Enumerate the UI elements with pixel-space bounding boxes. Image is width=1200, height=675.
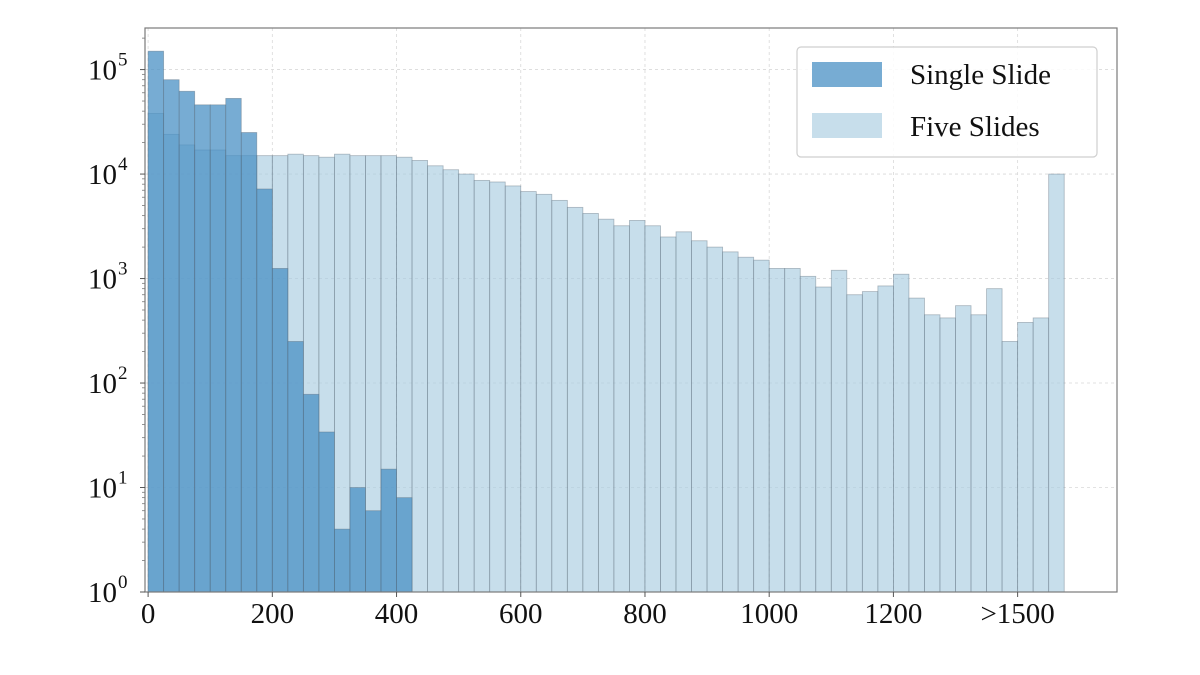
bar-five-slides bbox=[692, 241, 708, 592]
legend: Single Slide Five Slides bbox=[797, 47, 1097, 157]
bar-five-slides bbox=[474, 180, 490, 592]
bar-single-slide bbox=[257, 189, 273, 592]
bar-five-slides bbox=[443, 170, 459, 592]
bar-single-slide bbox=[319, 432, 335, 592]
bar-five-slides bbox=[1033, 318, 1049, 592]
bar-five-slides bbox=[1049, 174, 1065, 592]
bar-single-slide bbox=[179, 91, 195, 592]
y-tick-label: 10 bbox=[88, 264, 117, 296]
legend-label-single-slide: Single Slide bbox=[910, 59, 1051, 91]
bar-five-slides bbox=[987, 289, 1003, 592]
bar-five-slides bbox=[676, 232, 692, 592]
bar-five-slides bbox=[862, 292, 878, 592]
x-tick-label: 1000 bbox=[740, 598, 798, 630]
bar-five-slides bbox=[971, 315, 987, 592]
bar-five-slides bbox=[940, 318, 956, 592]
bar-five-slides bbox=[614, 226, 630, 592]
x-tick-label: 800 bbox=[623, 598, 667, 630]
bar-five-slides bbox=[893, 274, 909, 592]
bar-five-slides bbox=[909, 298, 925, 592]
legend-swatch-single-slide bbox=[812, 62, 882, 87]
y-tick-exponent: 0 bbox=[118, 572, 128, 593]
bar-single-slide bbox=[272, 268, 288, 592]
y-tick-exponent: 4 bbox=[118, 154, 128, 175]
bar-single-slide bbox=[226, 98, 242, 592]
legend-swatch-five-slides bbox=[812, 113, 882, 138]
y-tick-exponent: 1 bbox=[118, 468, 128, 489]
x-tick-label: 1200 bbox=[864, 598, 922, 630]
y-tick-label: 10 bbox=[88, 159, 117, 191]
bar-five-slides bbox=[428, 166, 444, 592]
y-tick-base: 10 bbox=[88, 264, 117, 296]
x-tick-label: 200 bbox=[251, 598, 295, 630]
bar-five-slides bbox=[956, 306, 972, 592]
bar-five-slides bbox=[831, 270, 847, 592]
y-tick-exponent: 2 bbox=[118, 363, 128, 384]
y-tick-label: 10 bbox=[88, 577, 117, 609]
y-tick-label: 10 bbox=[88, 55, 117, 87]
y-tick-base: 10 bbox=[88, 577, 117, 609]
bar-five-slides bbox=[567, 207, 583, 592]
bar-five-slides bbox=[552, 200, 568, 592]
x-tick-label: 400 bbox=[375, 598, 419, 630]
bar-five-slides bbox=[1018, 322, 1034, 592]
bar-five-slides bbox=[723, 252, 739, 592]
bar-single-slide bbox=[148, 51, 164, 592]
y-tick-base: 10 bbox=[88, 55, 117, 87]
legend-label-five-slides: Five Slides bbox=[910, 111, 1040, 143]
bar-five-slides bbox=[1002, 341, 1018, 592]
bar-single-slide bbox=[303, 394, 319, 592]
bar-single-slide bbox=[241, 132, 257, 592]
bar-five-slides bbox=[754, 260, 770, 592]
bar-five-slides bbox=[536, 194, 552, 592]
bar-five-slides bbox=[878, 286, 894, 592]
bar-five-slides bbox=[800, 276, 816, 592]
bar-five-slides bbox=[629, 220, 645, 592]
bar-five-slides bbox=[412, 160, 428, 592]
y-tick-base: 10 bbox=[88, 368, 117, 400]
x-tick-label: 600 bbox=[499, 598, 543, 630]
bar-five-slides bbox=[490, 182, 506, 592]
bar-five-slides bbox=[661, 237, 677, 592]
bar-single-slide bbox=[397, 498, 413, 592]
bar-five-slides bbox=[707, 247, 723, 592]
bar-five-slides bbox=[505, 186, 521, 592]
bar-single-slide bbox=[381, 469, 397, 592]
y-tick-label: 10 bbox=[88, 368, 117, 400]
bar-five-slides bbox=[816, 287, 832, 592]
bar-five-slides bbox=[521, 192, 537, 592]
x-axis: 0 200 400 600 800 1000 1200 >1500 bbox=[141, 592, 1055, 630]
x-tick-label: 0 bbox=[141, 598, 156, 630]
bar-five-slides bbox=[769, 268, 785, 592]
bar-single-slide bbox=[288, 341, 304, 592]
bar-five-slides bbox=[785, 268, 801, 592]
bar-five-slides bbox=[583, 213, 599, 592]
bar-five-slides bbox=[847, 295, 863, 592]
bar-five-slides bbox=[459, 174, 475, 592]
bar-five-slides bbox=[598, 219, 614, 592]
y-tick-label: 10 bbox=[88, 473, 117, 505]
bar-five-slides bbox=[924, 315, 940, 592]
bar-five-slides bbox=[334, 154, 350, 592]
y-tick-base: 10 bbox=[88, 159, 117, 191]
y-tick-exponent: 3 bbox=[118, 259, 128, 280]
y-tick-base: 10 bbox=[88, 473, 117, 505]
bar-five-slides bbox=[645, 226, 661, 592]
y-tick-exponent: 5 bbox=[118, 50, 128, 71]
bar-single-slide bbox=[195, 105, 211, 592]
bar-five-slides bbox=[738, 257, 754, 592]
x-tick-label: >1500 bbox=[980, 598, 1054, 630]
bar-single-slide bbox=[365, 511, 381, 592]
bar-single-slide bbox=[350, 488, 366, 592]
bar-single-slide bbox=[164, 80, 180, 592]
bar-single-slide bbox=[334, 529, 350, 592]
bar-single-slide bbox=[210, 105, 226, 592]
